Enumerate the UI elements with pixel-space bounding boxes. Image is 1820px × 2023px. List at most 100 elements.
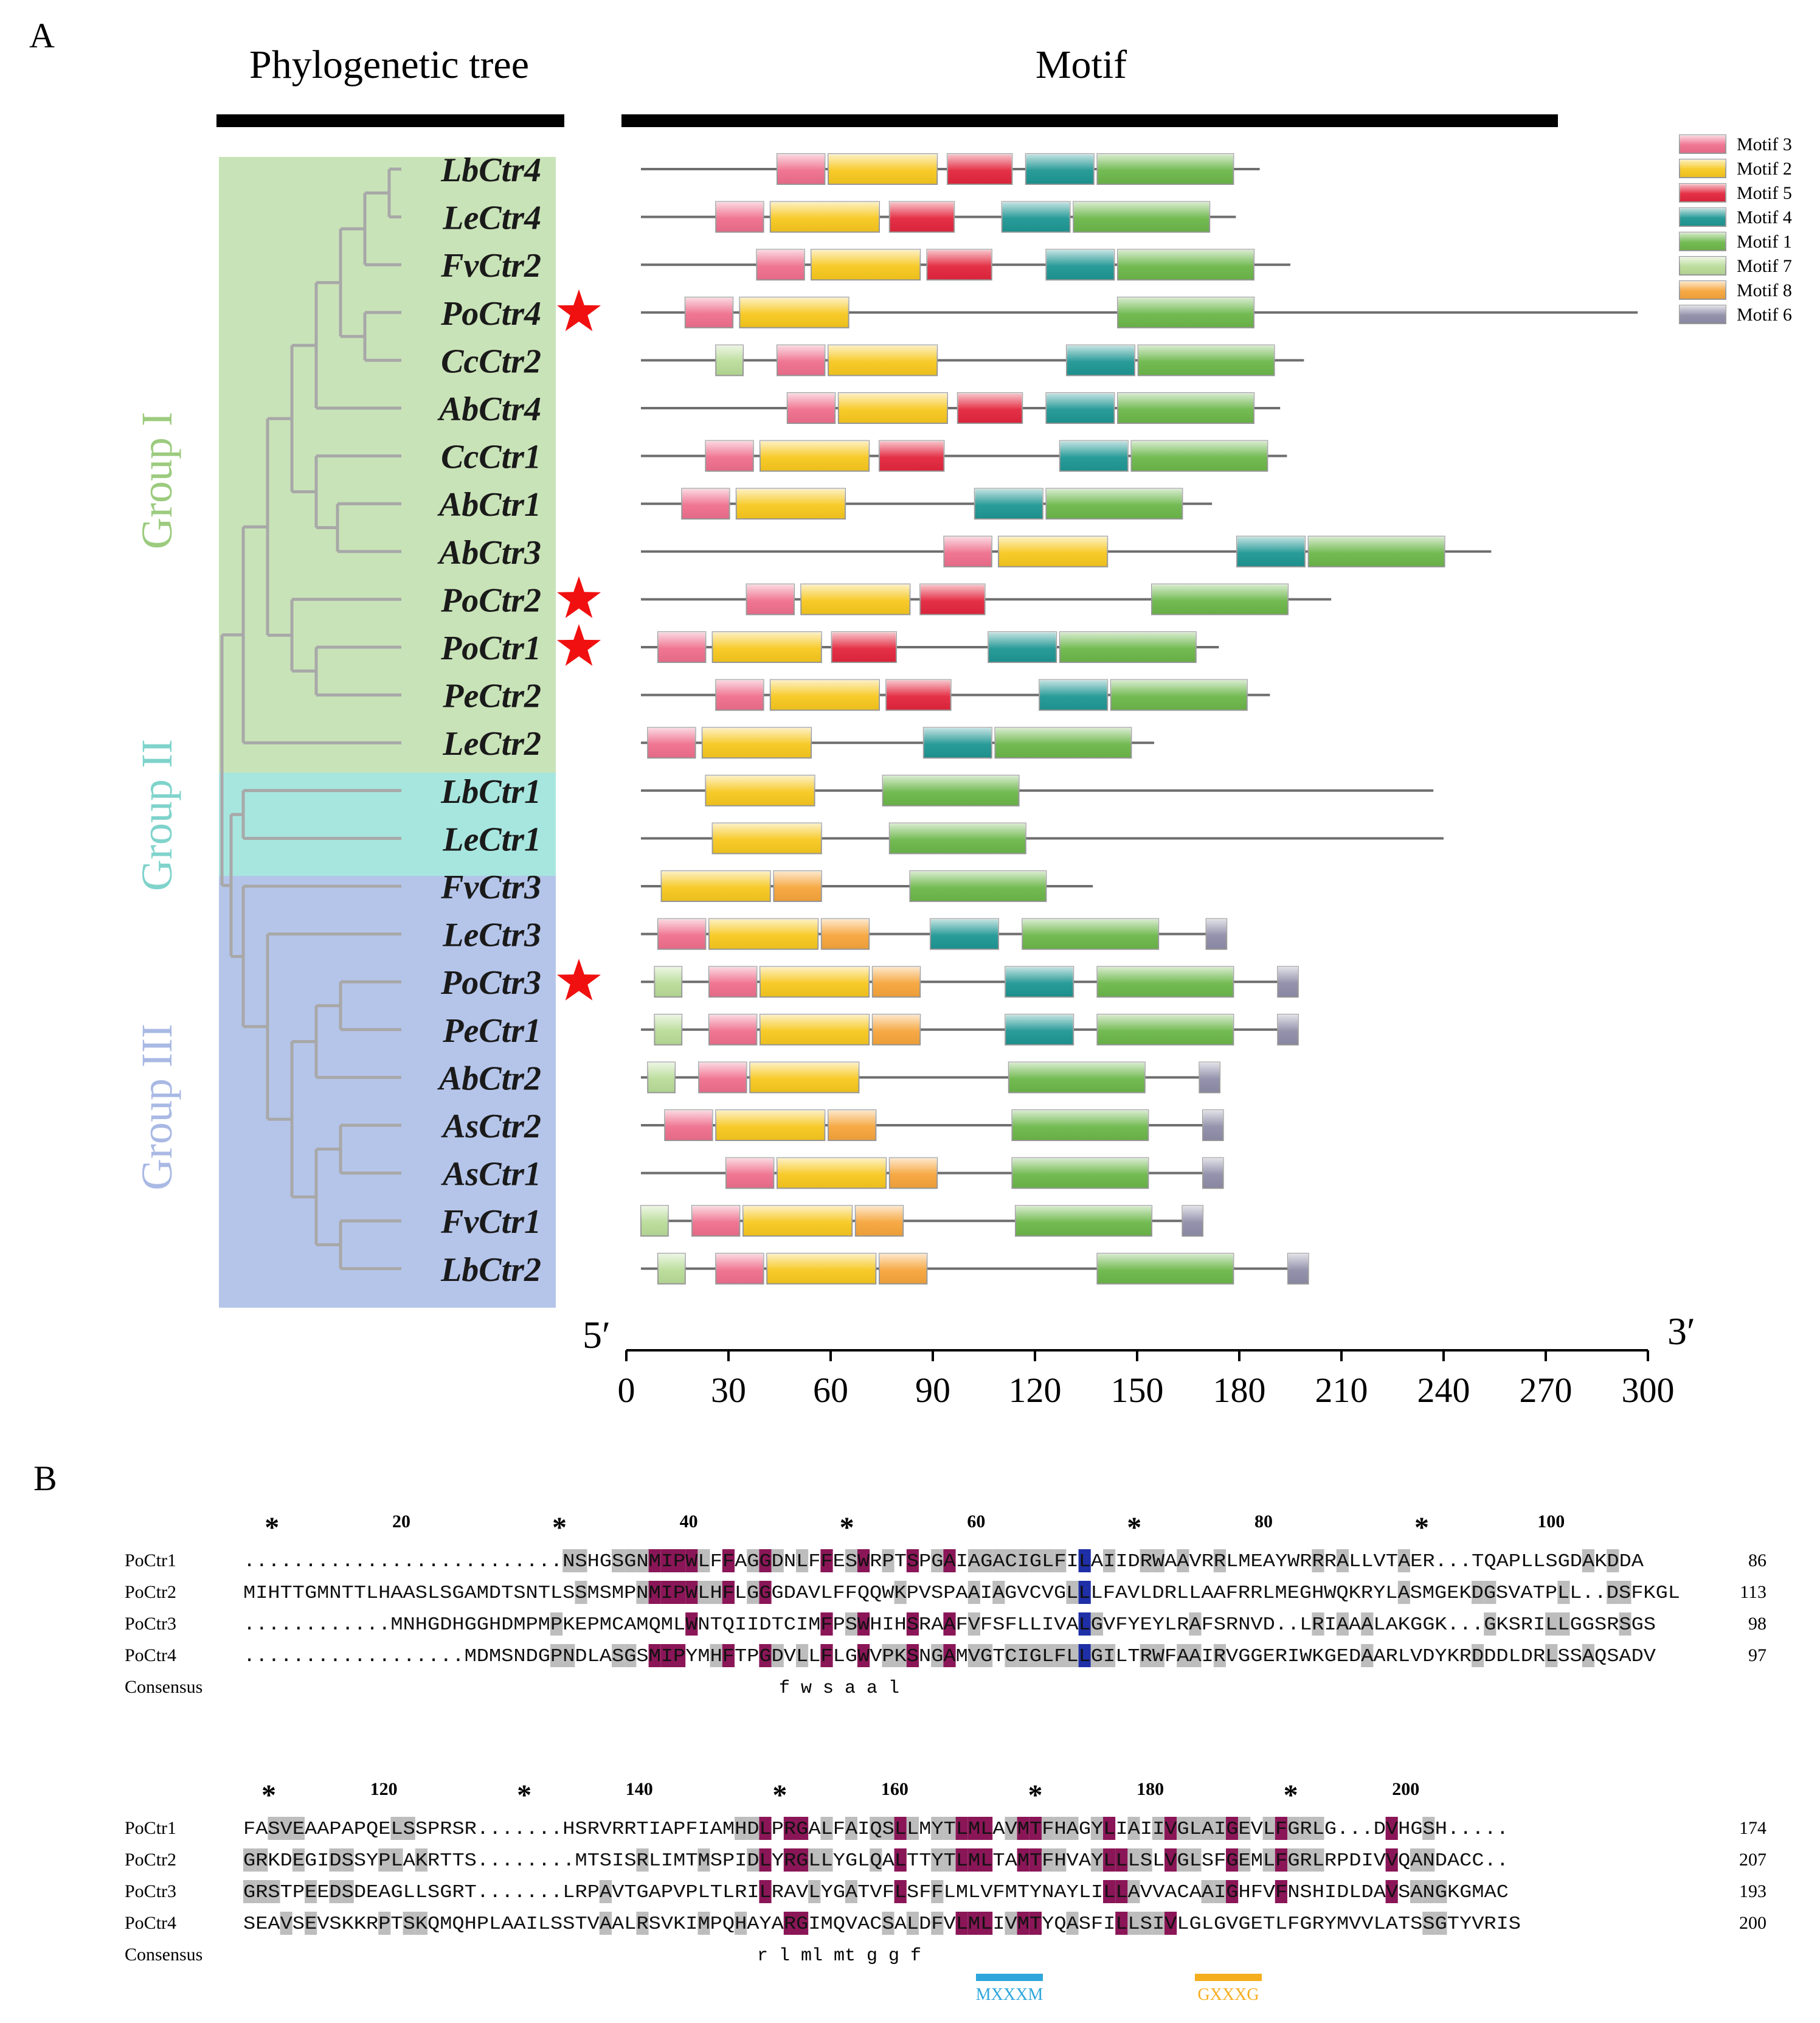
residue-shade <box>255 1848 268 1872</box>
motif-track <box>641 488 1213 520</box>
ruler-star: * <box>772 1779 787 1811</box>
motif-box-shade <box>654 966 682 998</box>
residue-shade <box>1275 1848 1287 1872</box>
residue-shade <box>1164 1848 1177 1872</box>
residue-shade <box>685 1549 698 1572</box>
motif-box-shade <box>726 1157 774 1188</box>
residue-shade <box>1054 1644 1067 1667</box>
residue-shade <box>1127 1880 1140 1903</box>
motif-track <box>641 535 1492 567</box>
residue-shade <box>955 1817 968 1840</box>
residue-shade <box>1607 1581 1619 1604</box>
residue-shade <box>1385 1848 1398 1872</box>
residue-shade <box>1090 1817 1103 1840</box>
five-prime-label: 5′ <box>583 1313 611 1356</box>
position-number: 180 <box>1137 1779 1164 1799</box>
legend-swatch-shade <box>1680 257 1726 275</box>
residue-shade <box>882 1644 894 1667</box>
residue-shade <box>967 1817 980 1840</box>
residue-shade <box>1005 1549 1017 1572</box>
residue-shade <box>636 1848 649 1872</box>
motif-box-shade <box>879 1253 927 1284</box>
motif-box-shade <box>1067 345 1135 376</box>
alignment-block: 20 * 40 * 60 * 80 * 100 * PoCtr1..................… <box>125 1511 1766 1699</box>
residue-shade <box>243 1880 256 1903</box>
motif-box-shade <box>995 727 1132 758</box>
ruler-star: * <box>1414 1511 1429 1544</box>
motif-box-shade <box>920 584 985 615</box>
residue-shade <box>759 1848 772 1872</box>
legend-label: Motif 5 <box>1737 183 1792 203</box>
motif-box-shade <box>705 440 753 471</box>
residue-shade <box>1385 1817 1398 1840</box>
residue-shade <box>710 1644 722 1667</box>
residue-shade <box>1005 1912 1017 1935</box>
motif-box-shade <box>889 1157 938 1188</box>
residue-shade <box>931 1880 944 1903</box>
position-number: 20 <box>392 1511 410 1532</box>
residue-shade <box>967 1581 980 1604</box>
motif-box-shade <box>831 632 896 662</box>
residue-shade <box>1557 1612 1570 1636</box>
residue-shade <box>378 1848 391 1872</box>
sequence-text: SEAVSEVSKKRPTSKQMQHPLAAILSSTVAALRSVKIMPQ… <box>243 1914 1521 1935</box>
motif-box-shade <box>1118 393 1254 423</box>
motif-box-shade <box>705 775 815 806</box>
motif-box-shade <box>1059 440 1128 471</box>
sequence-count: 97 <box>1748 1645 1766 1665</box>
taxon-label: FvCtr2 <box>440 247 541 285</box>
motif-box-shade <box>1097 966 1234 998</box>
phylogenetic-tree <box>220 167 401 1271</box>
motif-box-shade <box>661 871 770 901</box>
motif-box-shade <box>736 488 845 519</box>
residue-shade <box>612 1644 625 1667</box>
residue-shade <box>1238 1848 1251 1872</box>
sequence-name: PoCtr1 <box>125 1550 176 1570</box>
residue-shade <box>894 1880 907 1903</box>
group-1-panel <box>219 157 556 772</box>
residue-shade <box>1127 1848 1140 1872</box>
ruler-star: * <box>517 1779 531 1811</box>
residue-shade <box>1005 1644 1017 1667</box>
residue-shade <box>894 1581 907 1604</box>
legend-swatch-shade <box>1680 208 1726 226</box>
residue-shade <box>1213 1817 1226 1840</box>
residue-shade <box>1140 1912 1152 1935</box>
motif-box-shade <box>658 632 706 662</box>
motif-box-shade <box>702 727 811 758</box>
residue-shade <box>1177 1549 1189 1572</box>
axis-tick-label: 0 <box>618 1370 635 1410</box>
star-icon <box>556 624 601 666</box>
motif-track <box>641 296 1638 328</box>
residue-shade <box>550 1644 563 1667</box>
legend-label: Motif 7 <box>1737 256 1792 276</box>
residue-shade <box>931 1644 944 1667</box>
axis-tick-label: 240 <box>1417 1370 1470 1410</box>
alignment-row: PoCtr4 SEAVSEVSKKRPTSKQMQHPLAAILSSTVAALRS… <box>125 1912 1766 1935</box>
residue-shade <box>1361 1612 1374 1636</box>
motif-box-shade <box>930 918 998 949</box>
position-number: 100 <box>1537 1511 1565 1532</box>
residue-shade <box>845 1612 857 1636</box>
residue-shade <box>1090 1644 1103 1667</box>
residue-shade <box>1410 1848 1423 1872</box>
residue-shade <box>796 1549 809 1572</box>
motif-box-shade <box>760 1014 870 1045</box>
motif-box-shade <box>665 1110 713 1140</box>
motif-box-shade <box>750 1062 859 1093</box>
motif-box-shade <box>988 632 1057 662</box>
residue-shade <box>1434 1912 1447 1935</box>
sequence-text: FASVEAAPAPQELSSPRSR.......HSRVRRTIAPFIAM… <box>243 1819 1509 1840</box>
residue-shade <box>1434 1880 1447 1903</box>
residue-shade <box>906 1549 919 1572</box>
residue-shade <box>1017 1549 1029 1572</box>
residue-shade <box>783 1848 796 1872</box>
residue-shade <box>1115 1912 1128 1935</box>
residue-shade <box>1262 1848 1275 1872</box>
residue-shade <box>673 1644 686 1667</box>
residue-shade <box>759 1644 772 1667</box>
motif-box-shade <box>801 584 910 615</box>
residue-shade <box>1213 1549 1226 1572</box>
residue-shade <box>1619 1612 1631 1636</box>
motif-box-shade <box>1046 393 1115 423</box>
